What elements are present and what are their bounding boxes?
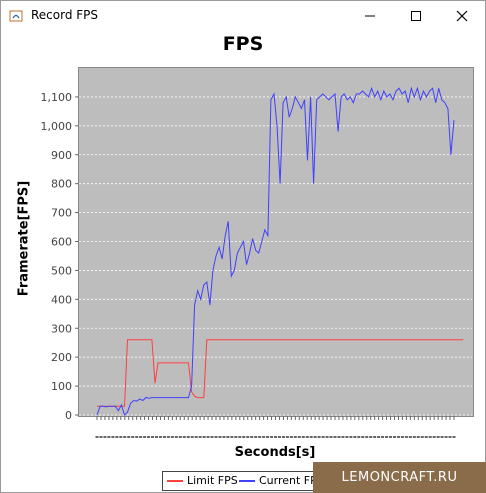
y-tick-label: 700: [51, 207, 72, 220]
y-tick-label: 500: [51, 264, 72, 277]
y-tick-label: 0: [65, 409, 72, 422]
legend-label-current: Current FPS: [259, 474, 324, 487]
y-tick-label: 400: [51, 293, 72, 306]
plot-area: [78, 67, 474, 417]
x-axis-label: Seconds[s]: [234, 445, 316, 460]
legend-item-limit: Limit FPS: [167, 474, 238, 487]
java-app-icon: [9, 10, 23, 22]
y-tick-label: 600: [51, 236, 72, 249]
minimize-button[interactable]: [347, 1, 393, 31]
y-tick-label: 1,100: [41, 91, 73, 104]
series-line-limit-fps: [97, 339, 464, 407]
y-tick-label: 900: [51, 149, 72, 162]
series-line-current-fps: [96, 86, 455, 416]
y-tick-label: 200: [51, 351, 72, 364]
title-bar[interactable]: Record FPS: [1, 1, 485, 31]
y-tick-label: 300: [51, 322, 72, 335]
close-icon: [456, 10, 468, 22]
y-tick-label: 800: [51, 178, 72, 191]
y-tick-label: 100: [51, 380, 72, 393]
window-title: Record FPS: [31, 8, 99, 22]
maximize-button[interactable]: [393, 1, 439, 31]
chart-legend: Limit FPS Current FPS: [162, 471, 330, 491]
y-tick-label: 1,000: [41, 120, 73, 133]
chart-title: FPS: [222, 33, 264, 55]
minimize-icon: [365, 15, 375, 17]
legend-swatch-current: [239, 479, 255, 482]
legend-label-limit: Limit FPS: [187, 474, 238, 487]
close-button[interactable]: [439, 1, 485, 31]
maximize-icon: [411, 11, 421, 21]
watermark: LEMONCRAFT.RU: [313, 462, 486, 493]
legend-swatch-limit: [167, 479, 183, 482]
legend-item-current: Current FPS: [239, 474, 324, 487]
